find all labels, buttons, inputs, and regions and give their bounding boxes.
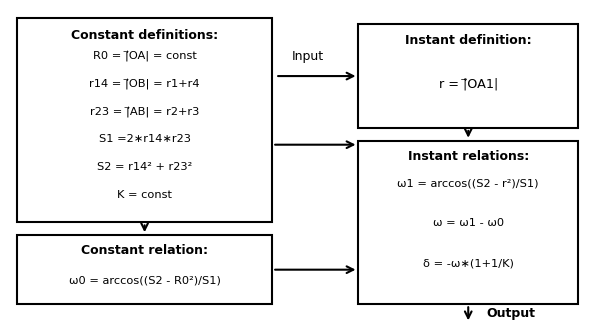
Bar — [17, 235, 272, 304]
Text: Input: Input — [292, 50, 324, 64]
Text: δ = -ω∗(1+1/K): δ = -ω∗(1+1/K) — [423, 258, 514, 268]
Bar — [358, 141, 578, 304]
Text: ω1 = arccos((S2 - r²)/S1): ω1 = arccos((S2 - r²)/S1) — [398, 178, 539, 188]
Text: ω0 = arccos((S2 - R0²)/S1): ω0 = arccos((S2 - R0²)/S1) — [69, 275, 221, 285]
Text: r = |⃗OA1|: r = |⃗OA1| — [438, 78, 498, 91]
Text: K = const: K = const — [117, 190, 172, 200]
Text: R0 = |⃗OA| = const: R0 = |⃗OA| = const — [93, 51, 197, 62]
Text: S1 =2∗r14∗r23: S1 =2∗r14∗r23 — [99, 134, 191, 144]
Text: ω = ω1 - ω0: ω = ω1 - ω0 — [433, 218, 504, 228]
Text: Instant relations:: Instant relations: — [408, 150, 529, 163]
Text: Instant definition:: Instant definition: — [405, 34, 532, 47]
Text: Constant definitions:: Constant definitions: — [71, 29, 218, 42]
Text: Constant relation:: Constant relation: — [81, 245, 208, 257]
Text: r23 = |⃗AB| = r2+r3: r23 = |⃗AB| = r2+r3 — [90, 107, 199, 118]
Bar — [17, 18, 272, 223]
Text: S2 = r14² + r23²: S2 = r14² + r23² — [97, 162, 192, 172]
Bar — [358, 24, 578, 128]
Text: r14 = |⃗OB| = r1+r4: r14 = |⃗OB| = r1+r4 — [89, 79, 200, 90]
Text: Output: Output — [486, 307, 535, 320]
